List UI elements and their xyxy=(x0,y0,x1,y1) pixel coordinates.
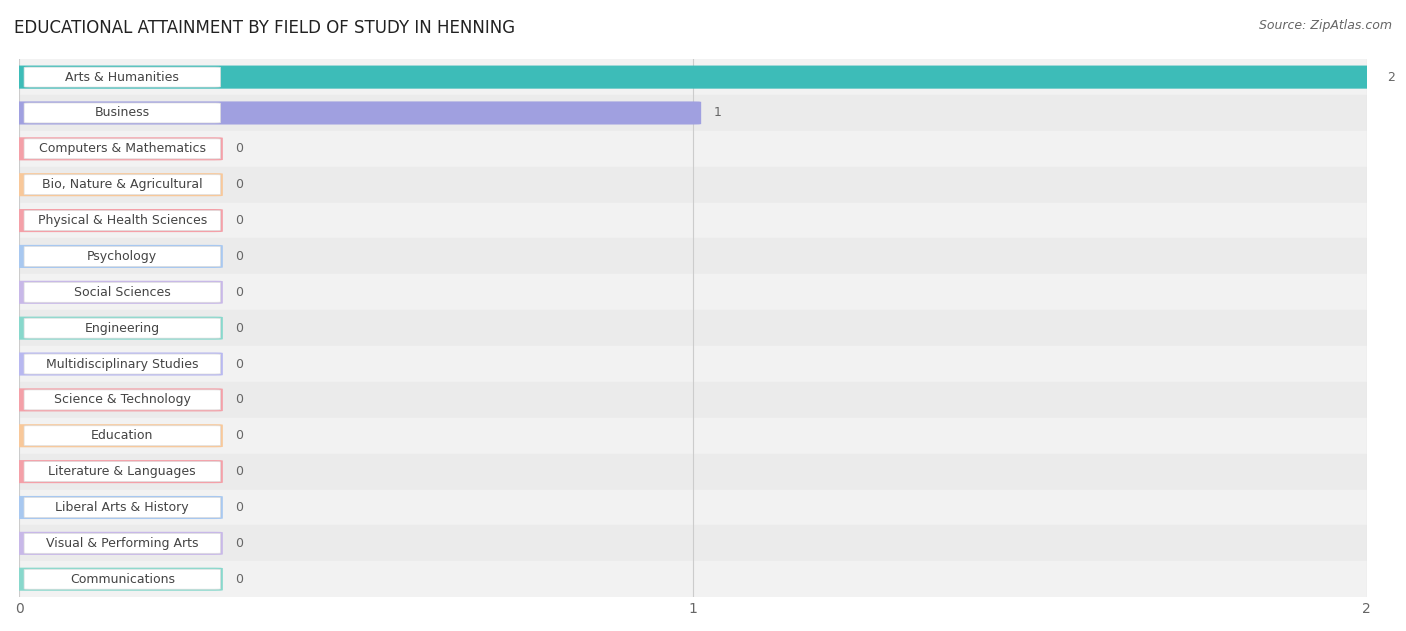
Text: 1: 1 xyxy=(713,107,721,119)
FancyBboxPatch shape xyxy=(11,353,222,375)
Text: 0: 0 xyxy=(235,358,243,370)
Bar xyxy=(20,561,1367,597)
FancyBboxPatch shape xyxy=(24,211,221,230)
Bar xyxy=(20,454,1367,490)
FancyBboxPatch shape xyxy=(24,67,221,87)
Text: Physical & Health Sciences: Physical & Health Sciences xyxy=(38,214,207,227)
Text: Psychology: Psychology xyxy=(87,250,157,263)
Bar xyxy=(20,418,1367,454)
Text: Communications: Communications xyxy=(70,573,174,586)
FancyBboxPatch shape xyxy=(24,318,221,338)
Bar xyxy=(20,59,1367,95)
Bar xyxy=(20,167,1367,203)
Text: Literature & Languages: Literature & Languages xyxy=(48,465,195,478)
Text: Social Sciences: Social Sciences xyxy=(75,286,170,299)
FancyBboxPatch shape xyxy=(11,245,222,268)
Bar xyxy=(20,382,1367,418)
FancyBboxPatch shape xyxy=(11,281,222,304)
Bar xyxy=(20,203,1367,239)
Text: Visual & Performing Arts: Visual & Performing Arts xyxy=(46,537,198,550)
Text: 0: 0 xyxy=(235,143,243,155)
FancyBboxPatch shape xyxy=(24,139,221,159)
Text: 0: 0 xyxy=(235,573,243,586)
Text: Bio, Nature & Agricultural: Bio, Nature & Agricultural xyxy=(42,178,202,191)
FancyBboxPatch shape xyxy=(11,424,222,447)
Text: Arts & Humanities: Arts & Humanities xyxy=(65,71,179,83)
Bar xyxy=(20,310,1367,346)
Bar xyxy=(20,490,1367,526)
Text: Liberal Arts & History: Liberal Arts & History xyxy=(55,501,188,514)
FancyBboxPatch shape xyxy=(24,426,221,445)
Bar xyxy=(20,95,1367,131)
Text: 0: 0 xyxy=(235,465,243,478)
FancyBboxPatch shape xyxy=(24,390,221,410)
Bar xyxy=(20,526,1367,561)
FancyBboxPatch shape xyxy=(24,247,221,266)
FancyBboxPatch shape xyxy=(11,317,222,339)
Text: Engineering: Engineering xyxy=(84,322,160,334)
Text: 0: 0 xyxy=(235,178,243,191)
Text: 0: 0 xyxy=(235,429,243,442)
Text: Computers & Mathematics: Computers & Mathematics xyxy=(39,143,205,155)
Bar xyxy=(20,239,1367,274)
FancyBboxPatch shape xyxy=(11,496,222,519)
Text: Education: Education xyxy=(91,429,153,442)
FancyBboxPatch shape xyxy=(11,66,1375,88)
Text: 0: 0 xyxy=(235,322,243,334)
FancyBboxPatch shape xyxy=(24,282,221,302)
FancyBboxPatch shape xyxy=(11,209,222,232)
FancyBboxPatch shape xyxy=(11,138,222,160)
Text: Source: ZipAtlas.com: Source: ZipAtlas.com xyxy=(1258,19,1392,32)
FancyBboxPatch shape xyxy=(24,569,221,589)
Text: 0: 0 xyxy=(235,537,243,550)
Text: EDUCATIONAL ATTAINMENT BY FIELD OF STUDY IN HENNING: EDUCATIONAL ATTAINMENT BY FIELD OF STUDY… xyxy=(14,19,515,37)
Text: 0: 0 xyxy=(235,214,243,227)
Text: 0: 0 xyxy=(235,501,243,514)
FancyBboxPatch shape xyxy=(11,460,222,483)
FancyBboxPatch shape xyxy=(24,354,221,374)
Text: 0: 0 xyxy=(235,393,243,406)
FancyBboxPatch shape xyxy=(24,497,221,517)
Text: 2: 2 xyxy=(1386,71,1395,83)
FancyBboxPatch shape xyxy=(24,462,221,481)
FancyBboxPatch shape xyxy=(11,568,222,591)
Text: Multidisciplinary Studies: Multidisciplinary Studies xyxy=(46,358,198,370)
Bar xyxy=(20,131,1367,167)
FancyBboxPatch shape xyxy=(24,533,221,553)
FancyBboxPatch shape xyxy=(24,103,221,123)
FancyBboxPatch shape xyxy=(24,175,221,195)
FancyBboxPatch shape xyxy=(11,388,222,411)
Text: Science & Technology: Science & Technology xyxy=(53,393,191,406)
Text: 0: 0 xyxy=(235,250,243,263)
Bar xyxy=(20,274,1367,310)
Text: Business: Business xyxy=(94,107,150,119)
FancyBboxPatch shape xyxy=(11,173,222,196)
Bar xyxy=(20,346,1367,382)
Text: 0: 0 xyxy=(235,286,243,299)
FancyBboxPatch shape xyxy=(11,102,702,124)
FancyBboxPatch shape xyxy=(11,532,222,555)
